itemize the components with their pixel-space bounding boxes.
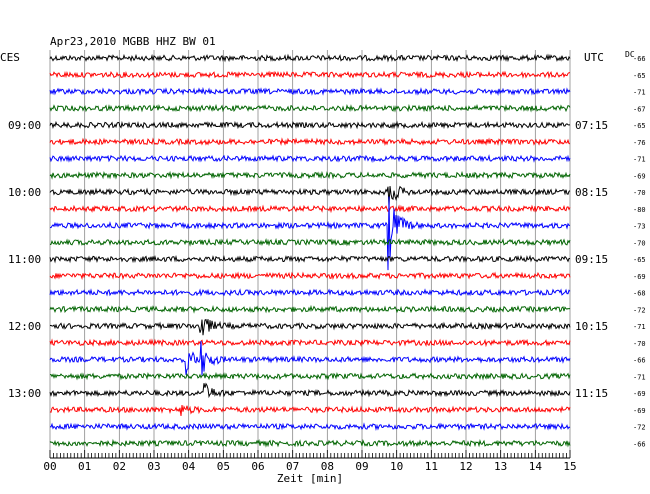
trace-9 xyxy=(49,204,571,214)
left-hour-label-2: 11:00 xyxy=(8,253,41,266)
dc-value-5: -76 xyxy=(633,139,646,147)
dc-header: DC xyxy=(625,50,635,59)
dc-value-4: -65 xyxy=(633,122,646,130)
trace-8 xyxy=(49,185,571,206)
time-grid xyxy=(49,50,571,458)
x-tick-label-10: 10 xyxy=(390,460,403,473)
dc-value-19: -71 xyxy=(633,373,646,381)
dc-value-21: -69 xyxy=(633,407,646,415)
trace-10 xyxy=(49,196,571,271)
trace-2 xyxy=(49,86,571,96)
left-hour-label-4: 13:00 xyxy=(8,387,41,400)
x-tick-label-12: 12 xyxy=(459,460,472,473)
trace-21 xyxy=(49,405,571,417)
trace-5 xyxy=(49,137,571,147)
x-tick-label-0: 00 xyxy=(43,460,56,473)
dc-value-6: -71 xyxy=(633,156,646,164)
dc-value-2: -71 xyxy=(633,89,646,97)
trace-17 xyxy=(49,338,571,348)
trace-1 xyxy=(49,70,571,80)
trace-16 xyxy=(49,318,571,336)
trace-15 xyxy=(49,304,571,314)
left-hour-label-3: 12:00 xyxy=(8,320,41,333)
x-tick-label-2: 02 xyxy=(113,460,126,473)
x-tick-label-1: 01 xyxy=(78,460,91,473)
x-tick-label-9: 09 xyxy=(355,460,368,473)
trace-0 xyxy=(49,53,571,63)
trace-19 xyxy=(49,371,571,381)
right-hour-label-3: 10:15 xyxy=(575,320,608,333)
x-tick-label-7: 07 xyxy=(286,460,299,473)
dc-value-9: -80 xyxy=(633,206,646,214)
trace-4 xyxy=(49,120,571,130)
x-tick-label-8: 08 xyxy=(321,460,334,473)
right-hour-label-0: 07:15 xyxy=(575,119,608,132)
trace-23 xyxy=(49,438,571,448)
trace-22 xyxy=(49,422,571,431)
left-axis-header: CES xyxy=(0,51,20,64)
dc-value-20: -69 xyxy=(633,390,646,398)
right-hour-label-2: 09:15 xyxy=(575,253,608,266)
dc-value-0: -66 xyxy=(633,55,646,63)
dc-value-23: -66 xyxy=(633,440,646,448)
left-hour-label-1: 10:00 xyxy=(8,186,41,199)
dc-value-18: -66 xyxy=(633,357,646,365)
trace-18 xyxy=(49,340,571,376)
dc-value-15: -72 xyxy=(633,306,646,314)
dc-value-7: -69 xyxy=(633,172,646,180)
dc-value-3: -67 xyxy=(633,105,646,113)
dc-value-16: -71 xyxy=(633,323,646,331)
dc-value-1: -65 xyxy=(633,72,646,80)
x-tick-label-3: 03 xyxy=(147,460,160,473)
trace-13 xyxy=(49,271,571,281)
right-hour-label-4: 11:15 xyxy=(575,387,608,400)
x-axis: 00 01 02 03 04 05 06 07 08 09 10 11 12 13 14 15 xyxy=(43,450,577,473)
dc-value-22: -72 xyxy=(633,424,646,432)
dc-value-10: -73 xyxy=(633,223,646,231)
x-tick-label-5: 05 xyxy=(217,460,230,473)
trace-group xyxy=(49,53,571,448)
x-tick-label-11: 11 xyxy=(425,460,438,473)
dc-value-11: -70 xyxy=(633,239,646,247)
chart-title: Apr23,2010 MGBB HHZ BW 01 xyxy=(50,35,216,48)
label-group: -66 -65 -71 -67 -65 -76 -71 -69 -70 -80 -73 -70 -65 -… xyxy=(8,55,646,448)
trace-3 xyxy=(49,103,571,113)
dc-value-17: -70 xyxy=(633,340,646,348)
dc-value-13: -69 xyxy=(633,273,646,281)
right-axis-header: UTC xyxy=(584,51,604,64)
trace-20 xyxy=(49,382,571,399)
dc-value-14: -68 xyxy=(633,290,646,298)
x-tick-label-6: 06 xyxy=(251,460,264,473)
x-tick-label-13: 13 xyxy=(494,460,507,473)
x-tick-label-14: 14 xyxy=(529,460,543,473)
trace-11 xyxy=(49,237,571,247)
x-axis-label: Zeit [min] xyxy=(277,472,343,485)
dc-value-12: -65 xyxy=(633,256,646,264)
right-hour-label-1: 08:15 xyxy=(575,186,608,199)
trace-14 xyxy=(49,288,571,297)
trace-6 xyxy=(49,154,571,164)
trace-12 xyxy=(49,254,571,264)
x-tick-label-4: 04 xyxy=(182,460,196,473)
x-tick-label-15: 15 xyxy=(563,460,576,473)
left-hour-label-0: 09:00 xyxy=(8,119,41,132)
dc-value-8: -70 xyxy=(633,189,646,197)
trace-7 xyxy=(49,170,571,180)
